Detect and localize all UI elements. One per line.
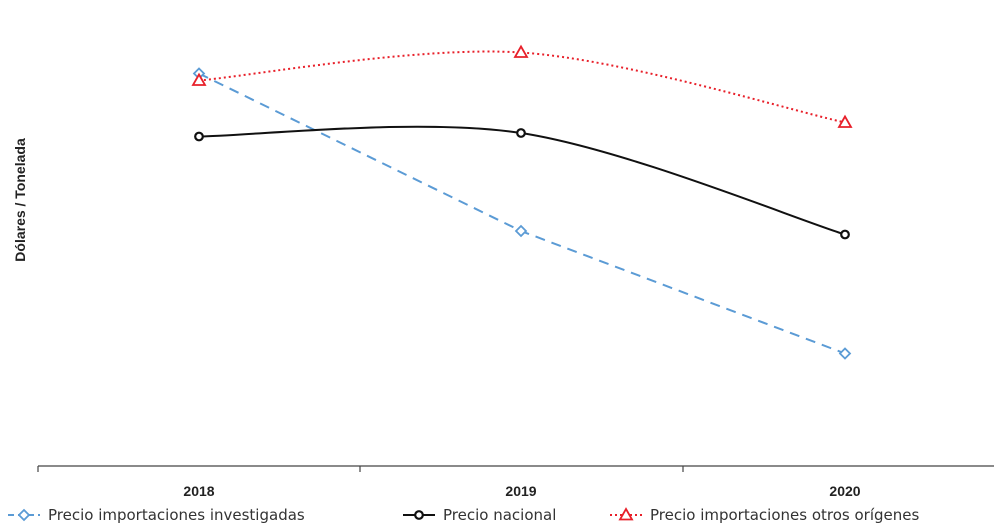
legend-label: Precio importaciones otros orígenes xyxy=(650,506,919,524)
x-tick-label: 2020 xyxy=(829,483,860,499)
plot-area: 2018 2019 2020 xyxy=(37,44,994,499)
series-line-2 xyxy=(198,125,846,236)
series-lines xyxy=(198,50,846,355)
legend-marker xyxy=(618,507,634,521)
data-point-triangle xyxy=(513,44,529,58)
x-axis-ticks: 2018 2019 2020 xyxy=(37,466,861,499)
data-point-circle xyxy=(194,131,204,142)
data-point-diamond xyxy=(514,224,528,238)
legend-marker xyxy=(414,510,424,520)
data-point-circle xyxy=(840,229,850,240)
y-axis-label: Dólares / Tonelada xyxy=(12,138,28,262)
x-tick-label: 2019 xyxy=(505,483,536,499)
legend: Precio importaciones investigadas Precio … xyxy=(8,506,919,524)
data-point-triangle xyxy=(191,72,207,86)
legend-item: Precio importaciones investigadas xyxy=(8,506,305,524)
legend-item: Precio nacional xyxy=(403,506,556,524)
data-point-diamond xyxy=(838,347,852,360)
data-point-circle xyxy=(516,128,526,138)
legend-item: Precio importaciones otros orígenes xyxy=(610,506,919,524)
x-tick-label: 2018 xyxy=(183,483,214,499)
series-line-3 xyxy=(198,50,846,124)
series-markers xyxy=(191,44,853,360)
series-line-1 xyxy=(198,72,846,355)
legend-label: Precio importaciones investigadas xyxy=(48,506,305,524)
legend-label: Precio nacional xyxy=(443,506,556,524)
data-point-triangle xyxy=(837,114,853,128)
legend-marker xyxy=(17,508,31,522)
